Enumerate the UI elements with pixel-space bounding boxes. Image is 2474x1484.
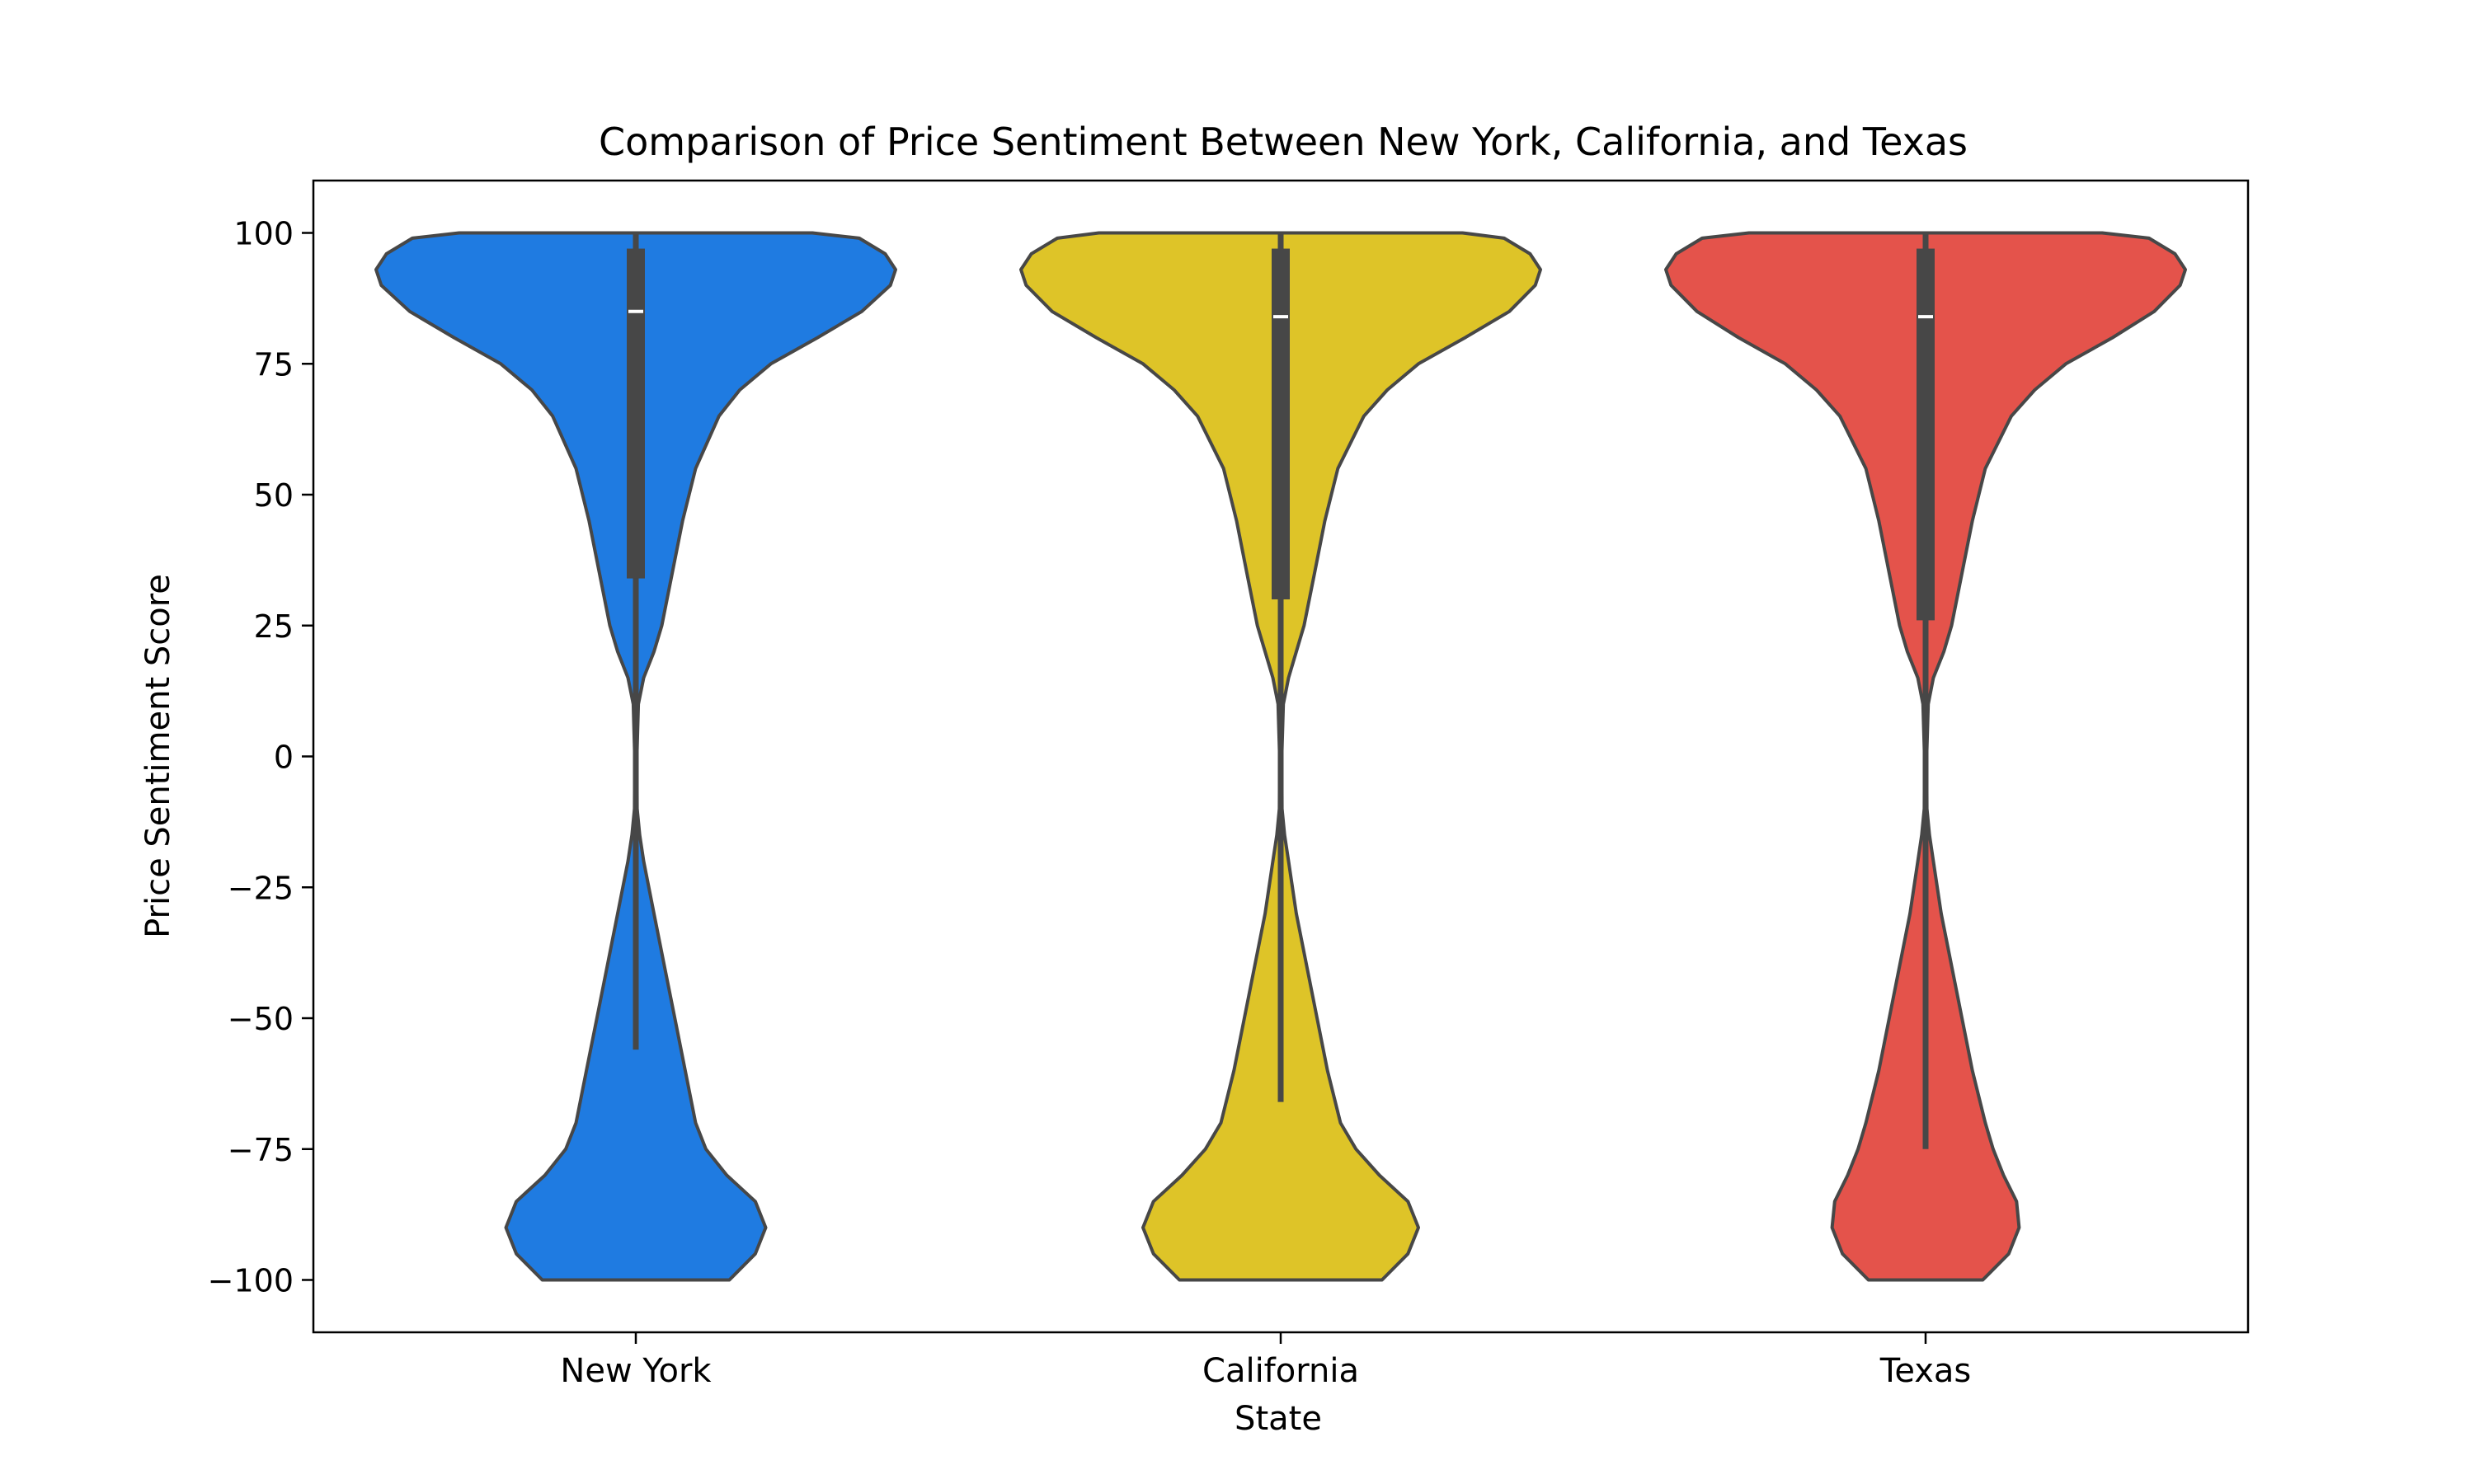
y-tick-label: −50 — [228, 1001, 294, 1037]
y-tick-label: 25 — [254, 608, 294, 645]
x-tick-label: Texas — [1879, 1352, 1972, 1390]
y-axis: 100 75 50 25 0 −25 −50 −75 −100 — [208, 216, 313, 1299]
y-axis-label: Price Sentiment Score — [139, 574, 177, 938]
x-tick-label: California — [1202, 1352, 1359, 1390]
y-tick-label: −100 — [208, 1263, 294, 1299]
iqr-box — [1272, 248, 1290, 599]
iqr-box — [627, 248, 645, 579]
violin-new-york — [374, 231, 897, 1282]
violin-texas — [1664, 231, 2187, 1282]
x-axis-label: State — [1235, 1400, 1322, 1438]
y-tick-label: −75 — [228, 1132, 294, 1168]
chart-title: Comparison of Price Sentiment Between Ne… — [599, 120, 1968, 164]
plot-area — [374, 231, 2187, 1282]
x-axis: New York California Texas — [560, 1332, 1971, 1390]
y-tick-label: 0 — [274, 740, 294, 776]
y-tick-label: 75 — [254, 346, 294, 383]
y-tick-label: 50 — [254, 477, 294, 514]
y-tick-label: 100 — [233, 216, 294, 252]
y-tick-label: −25 — [228, 870, 294, 906]
violin-california — [1019, 231, 1542, 1282]
iqr-box — [1917, 248, 1935, 621]
x-tick-label: New York — [560, 1352, 712, 1390]
